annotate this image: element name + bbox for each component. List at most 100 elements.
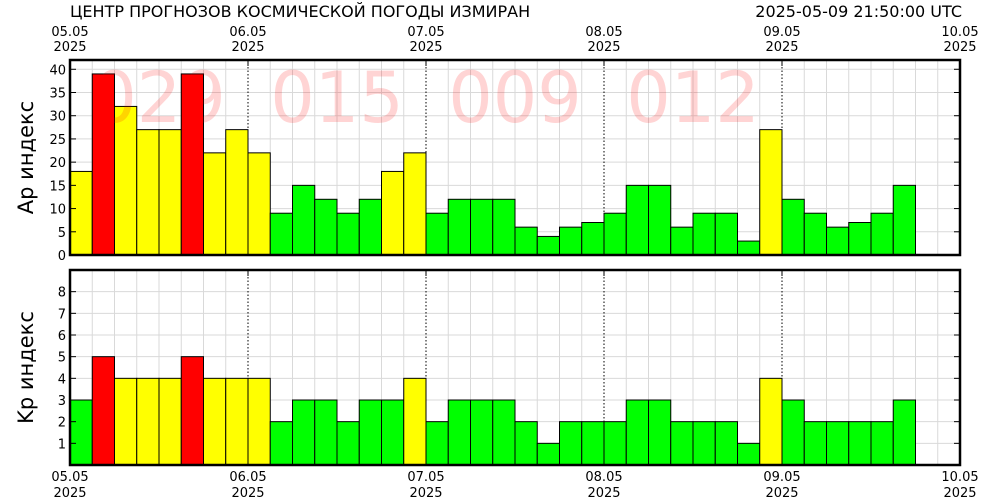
x-tick-label-date: 06.05 [229,470,266,485]
y-tick-label: 20 [49,156,66,171]
bar [314,399,338,466]
bar [136,377,160,466]
x-tick-label-year: 2025 [587,486,620,500]
x-tick-label-date: 05.05 [51,470,88,485]
bar [269,212,293,256]
x-tick-label-year: 2025 [409,486,442,500]
bar [714,421,738,466]
y-tick-label: 25 [49,133,66,148]
bar [203,152,227,256]
watermark-value: 029 [92,57,226,139]
bar [292,184,316,256]
bar [648,399,672,466]
watermark-value: 012 [626,57,760,139]
plot-frame [68,268,962,467]
bar [247,377,271,466]
bar [492,198,516,256]
x-tick-label-date: 08.05 [585,470,622,485]
x-tick-label-date: 06.05 [229,25,266,40]
x-tick-label-year: 2025 [53,40,86,55]
bar [158,129,182,256]
bar [692,421,716,466]
bar [358,399,382,466]
bar [781,399,805,466]
bar [492,399,516,466]
bar [826,421,850,466]
bar [336,421,360,466]
bar [225,377,249,466]
x-tick-label-date: 07.05 [407,25,444,40]
x-tick-label-date: 09.05 [763,25,800,40]
y-tick-label: 5 [58,226,66,241]
x-tick-label-year: 2025 [765,486,798,500]
bar [336,212,360,256]
plot-frame [68,58,962,257]
bar [536,235,560,256]
y-tick-label: 10 [49,203,66,218]
bar [225,129,249,256]
y-axis-title: Ap индекс [14,101,38,214]
bar [603,212,627,256]
bar [447,198,471,256]
bar [581,421,605,466]
bar [692,212,716,256]
bar [514,421,538,466]
bar [625,184,649,256]
y-axis-title: Kp индекс [14,311,38,424]
bar [358,198,382,256]
y-tick-label: 0 [58,249,66,264]
bar [892,399,916,466]
bar [536,442,560,466]
bar [781,198,805,256]
bar [91,356,115,466]
bar [870,421,894,466]
bar [892,184,916,256]
bar [714,212,738,256]
bar [648,184,672,256]
x-tick-label-year: 2025 [231,486,264,500]
y-tick-label: 40 [49,63,66,78]
bar [737,442,761,466]
bar [625,399,649,466]
x-tick-label-year: 2025 [587,40,620,55]
bar [269,421,293,466]
bar [158,377,182,466]
y-tick-label: 4 [58,372,66,387]
y-tick-label: 2 [58,416,66,431]
bar [670,226,694,256]
y-tick-label: 30 [49,110,66,125]
bar [848,421,872,466]
y-tick-label: 8 [58,286,66,301]
bar [470,399,494,466]
y-tick-label: 35 [49,87,66,102]
bar [603,421,627,466]
x-tick-label-year: 2025 [53,486,86,500]
bar [381,170,405,256]
bar [114,377,138,466]
x-tick-label-year: 2025 [409,40,442,55]
bar [559,226,583,256]
bar [292,399,316,466]
bar [314,198,338,256]
x-tick-label-year: 2025 [943,40,976,55]
bar [447,399,471,466]
bar [381,399,405,466]
y-tick-label: 6 [58,329,66,344]
x-tick-label-date: 07.05 [407,470,444,485]
bar [737,240,761,256]
bar [69,170,93,256]
x-tick-label-year: 2025 [231,40,264,55]
watermark-value: 015 [270,57,404,139]
bar [136,129,160,256]
bar [470,198,494,256]
bar [670,421,694,466]
x-tick-label-date: 09.05 [763,470,800,485]
bar [559,421,583,466]
x-tick-label-year: 2025 [765,40,798,55]
watermark-value: 009 [448,57,582,139]
bar [403,152,427,256]
bar [403,377,427,466]
